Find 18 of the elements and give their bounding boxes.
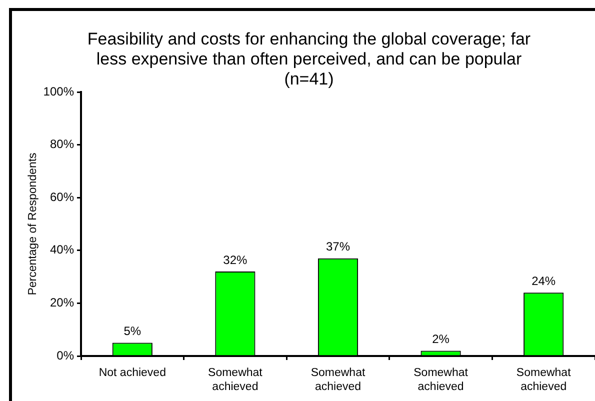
data-label: 37% xyxy=(326,240,350,254)
y-tick-label: 100% xyxy=(43,84,74,98)
x-tick-label: Not achieved xyxy=(98,367,166,380)
y-tick-label: 40% xyxy=(50,242,74,257)
y-tick-label: 0% xyxy=(56,348,74,362)
x-tick-label: Somewhat achieved xyxy=(208,367,264,393)
data-label: 5% xyxy=(124,324,142,338)
y-tick-label: 80% xyxy=(50,137,74,152)
y-axis-title: Percentage of Respondents xyxy=(27,152,40,296)
data-label: 2% xyxy=(432,332,450,346)
x-tick-label: Somewhat achieved xyxy=(414,367,469,393)
x-tick-label: Somewhat achieved xyxy=(310,367,366,393)
y-tick-label: 20% xyxy=(50,296,74,310)
chart-title: Feasibility and costs for enhancing the global coverage; far less expensive than often perceived, and can be popular (n=41) xyxy=(87,30,531,89)
x-tick-label: Somewhat achieved xyxy=(516,367,572,393)
data-label: 32% xyxy=(223,252,248,267)
y-tick-label: 60% xyxy=(50,190,74,204)
data-label: 24% xyxy=(532,274,556,288)
